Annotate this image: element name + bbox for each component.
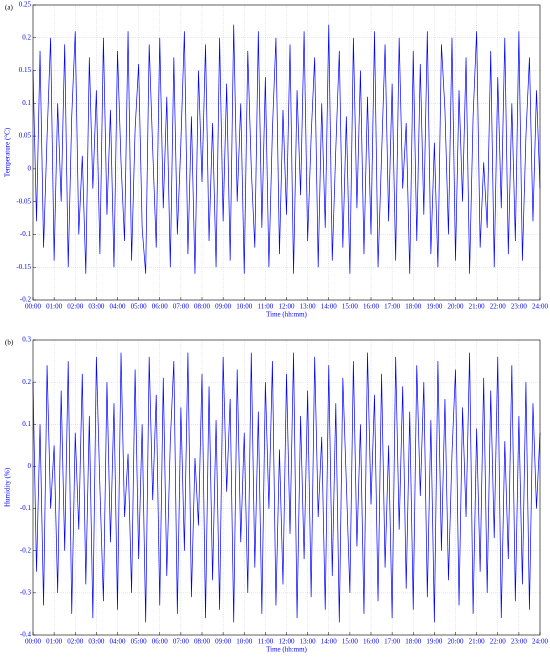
x-tick-label: 19:00 [426,303,442,311]
panel-label: (b) [5,339,14,347]
x-tick-label: 11:00 [258,303,274,311]
x-axis-label: Time (hh:mm) [266,311,307,319]
plot-frame [32,4,541,301]
x-tick-label: 15:00 [342,303,358,311]
x-tick-label: 08:00 [194,638,210,646]
x-tick-label: 04:00 [110,638,126,646]
y-tick-label: -0.2 [20,296,32,304]
y-tick-label: 0.1 [22,99,31,107]
data-line [32,352,541,623]
y-tick-label: 0.2 [22,378,31,386]
x-tick-label: 23:00 [511,303,527,311]
plot-frame [32,339,541,636]
x-tick-label: 14:00 [321,638,337,646]
data-line [32,24,541,274]
x-tick-label: 09:00 [215,638,231,646]
x-tick-label: 01:00 [46,303,62,311]
x-tick-label: 17:00 [384,303,400,311]
y-axis-label: Temperature (°C) [4,127,12,177]
x-tick-label: 21:00 [469,638,485,646]
y-tick-label: 0 [28,462,32,470]
y-tick-label: -0.1 [20,504,32,512]
x-tick-label: 05:00 [131,638,147,646]
y-tick-label: -0.4 [20,631,32,639]
x-tick-label: 22:00 [490,303,506,311]
panel-label: (a) [5,4,13,12]
x-tick-label: 10:00 [236,638,252,646]
x-tick-label: 12:00 [279,303,295,311]
y-tick-label: -0.1 [20,230,32,238]
x-tick-label: 00:00 [25,638,41,646]
x-tick-label: 16:00 [363,303,379,311]
x-tick-label: 18:00 [405,303,421,311]
x-tick-label: 22:00 [490,638,506,646]
x-tick-label: 13:00 [300,303,316,311]
y-tick-label: 0.3 [22,336,31,344]
x-tick-label: 15:00 [342,638,358,646]
x-tick-label: 03:00 [88,638,104,646]
x-tick-label: 12:00 [279,638,295,646]
x-tick-label: 20:00 [448,638,464,646]
y-tick-label: -0.15 [16,263,31,271]
x-tick-label: 03:00 [88,303,104,311]
x-tick-label: 01:00 [46,638,62,646]
x-tick-label: 21:00 [469,303,485,311]
x-tick-label: 07:00 [173,303,189,311]
x-tick-label: 06:00 [152,303,168,311]
x-tick-label: 06:00 [152,638,168,646]
y-tick-label: 0.25 [19,1,32,9]
x-tick-label: 09:00 [215,303,231,311]
y-axis-label: Humidity (%) [4,467,12,507]
x-tick-label: 08:00 [194,303,210,311]
x-tick-label: 13:00 [300,638,316,646]
x-tick-label: 05:00 [131,303,147,311]
x-tick-label: 02:00 [67,303,83,311]
x-tick-label: 02:00 [67,638,83,646]
x-axis-label: Time (hh:mm) [266,646,307,654]
y-tick-label: 0.2 [22,33,31,41]
y-tick-label: 0.05 [19,132,32,140]
y-tick-label: -0.05 [16,197,31,205]
x-tick-label: 14:00 [321,303,337,311]
x-tick-label: 04:00 [110,303,126,311]
x-tick-label: 24:00 [532,303,548,311]
x-tick-label: 07:00 [173,638,189,646]
x-tick-label: 18:00 [405,638,421,646]
x-tick-label: 20:00 [448,303,464,311]
x-tick-label: 11:00 [258,638,274,646]
x-tick-label: 16:00 [363,638,379,646]
x-tick-label: 23:00 [511,638,527,646]
y-tick-label: 0.15 [19,66,32,74]
y-tick-label: 0.1 [22,420,31,428]
y-tick-label: -0.3 [20,588,32,596]
y-tick-label: -0.2 [20,546,32,554]
y-tick-label: 0 [28,164,32,172]
x-tick-label: 10:00 [236,303,252,311]
x-tick-label: 17:00 [384,638,400,646]
x-tick-label: 24:00 [532,638,548,646]
x-tick-label: 19:00 [426,638,442,646]
x-tick-label: 00:00 [25,303,41,311]
